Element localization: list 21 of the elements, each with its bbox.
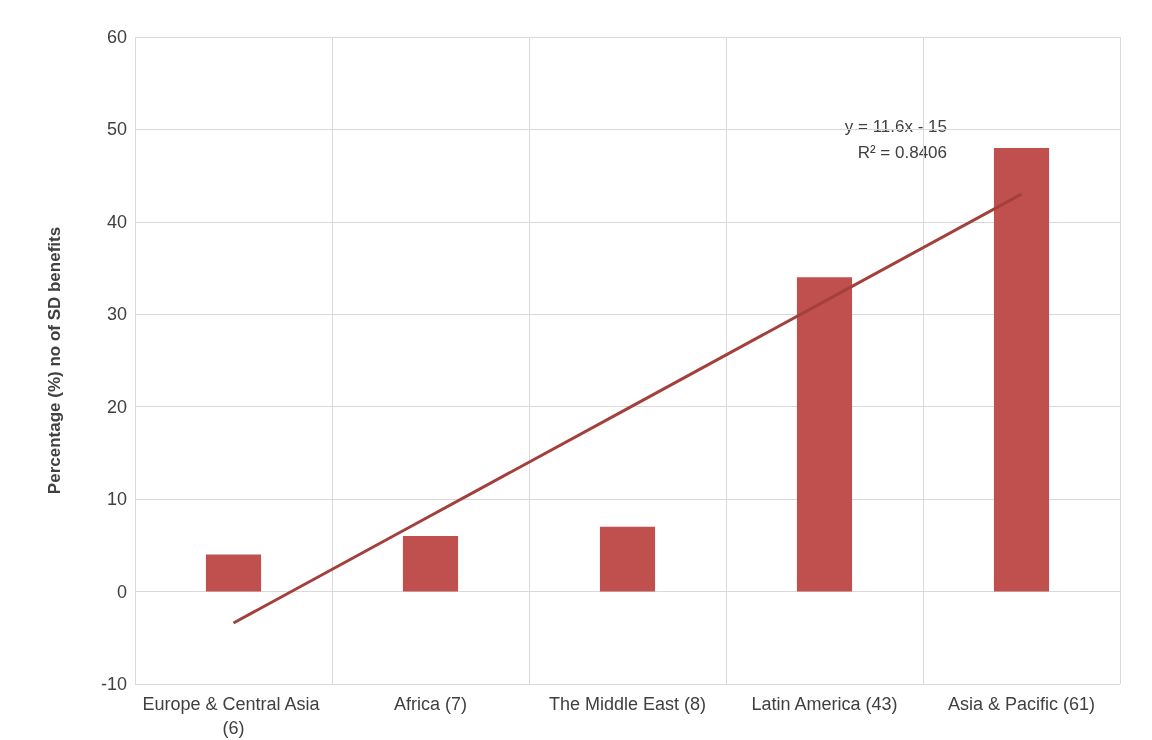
y-tick-label: 60: [106, 27, 127, 47]
y-axis-title: Percentage (%) no of SD benefits: [45, 226, 64, 495]
y-tick-label: 30: [106, 304, 127, 325]
x-tick-label: The Middle East (8): [548, 694, 707, 714]
y-tick-label: 40: [106, 211, 127, 232]
y-tick-label: 20: [106, 396, 127, 417]
x-tick-label: Europe & Central Asia (6): [142, 694, 325, 738]
y-tick-label: -10: [100, 674, 127, 694]
bar: [796, 277, 853, 592]
annotation: R² = 0.8406: [857, 143, 947, 162]
x-tick-label: Latin America (43): [751, 694, 898, 714]
y-tick-label: 50: [106, 119, 127, 140]
bar: [402, 536, 459, 592]
bar: [993, 147, 1050, 592]
x-tick-label: Africa (7): [393, 694, 468, 714]
x-tick-label: Asia & Pacific (61): [947, 694, 1096, 714]
bar: [205, 554, 262, 592]
bar: [599, 526, 656, 592]
line-series: [232, 192, 1023, 625]
y-tick-label: 0: [116, 581, 127, 602]
y-tick-label: 10: [106, 489, 127, 510]
